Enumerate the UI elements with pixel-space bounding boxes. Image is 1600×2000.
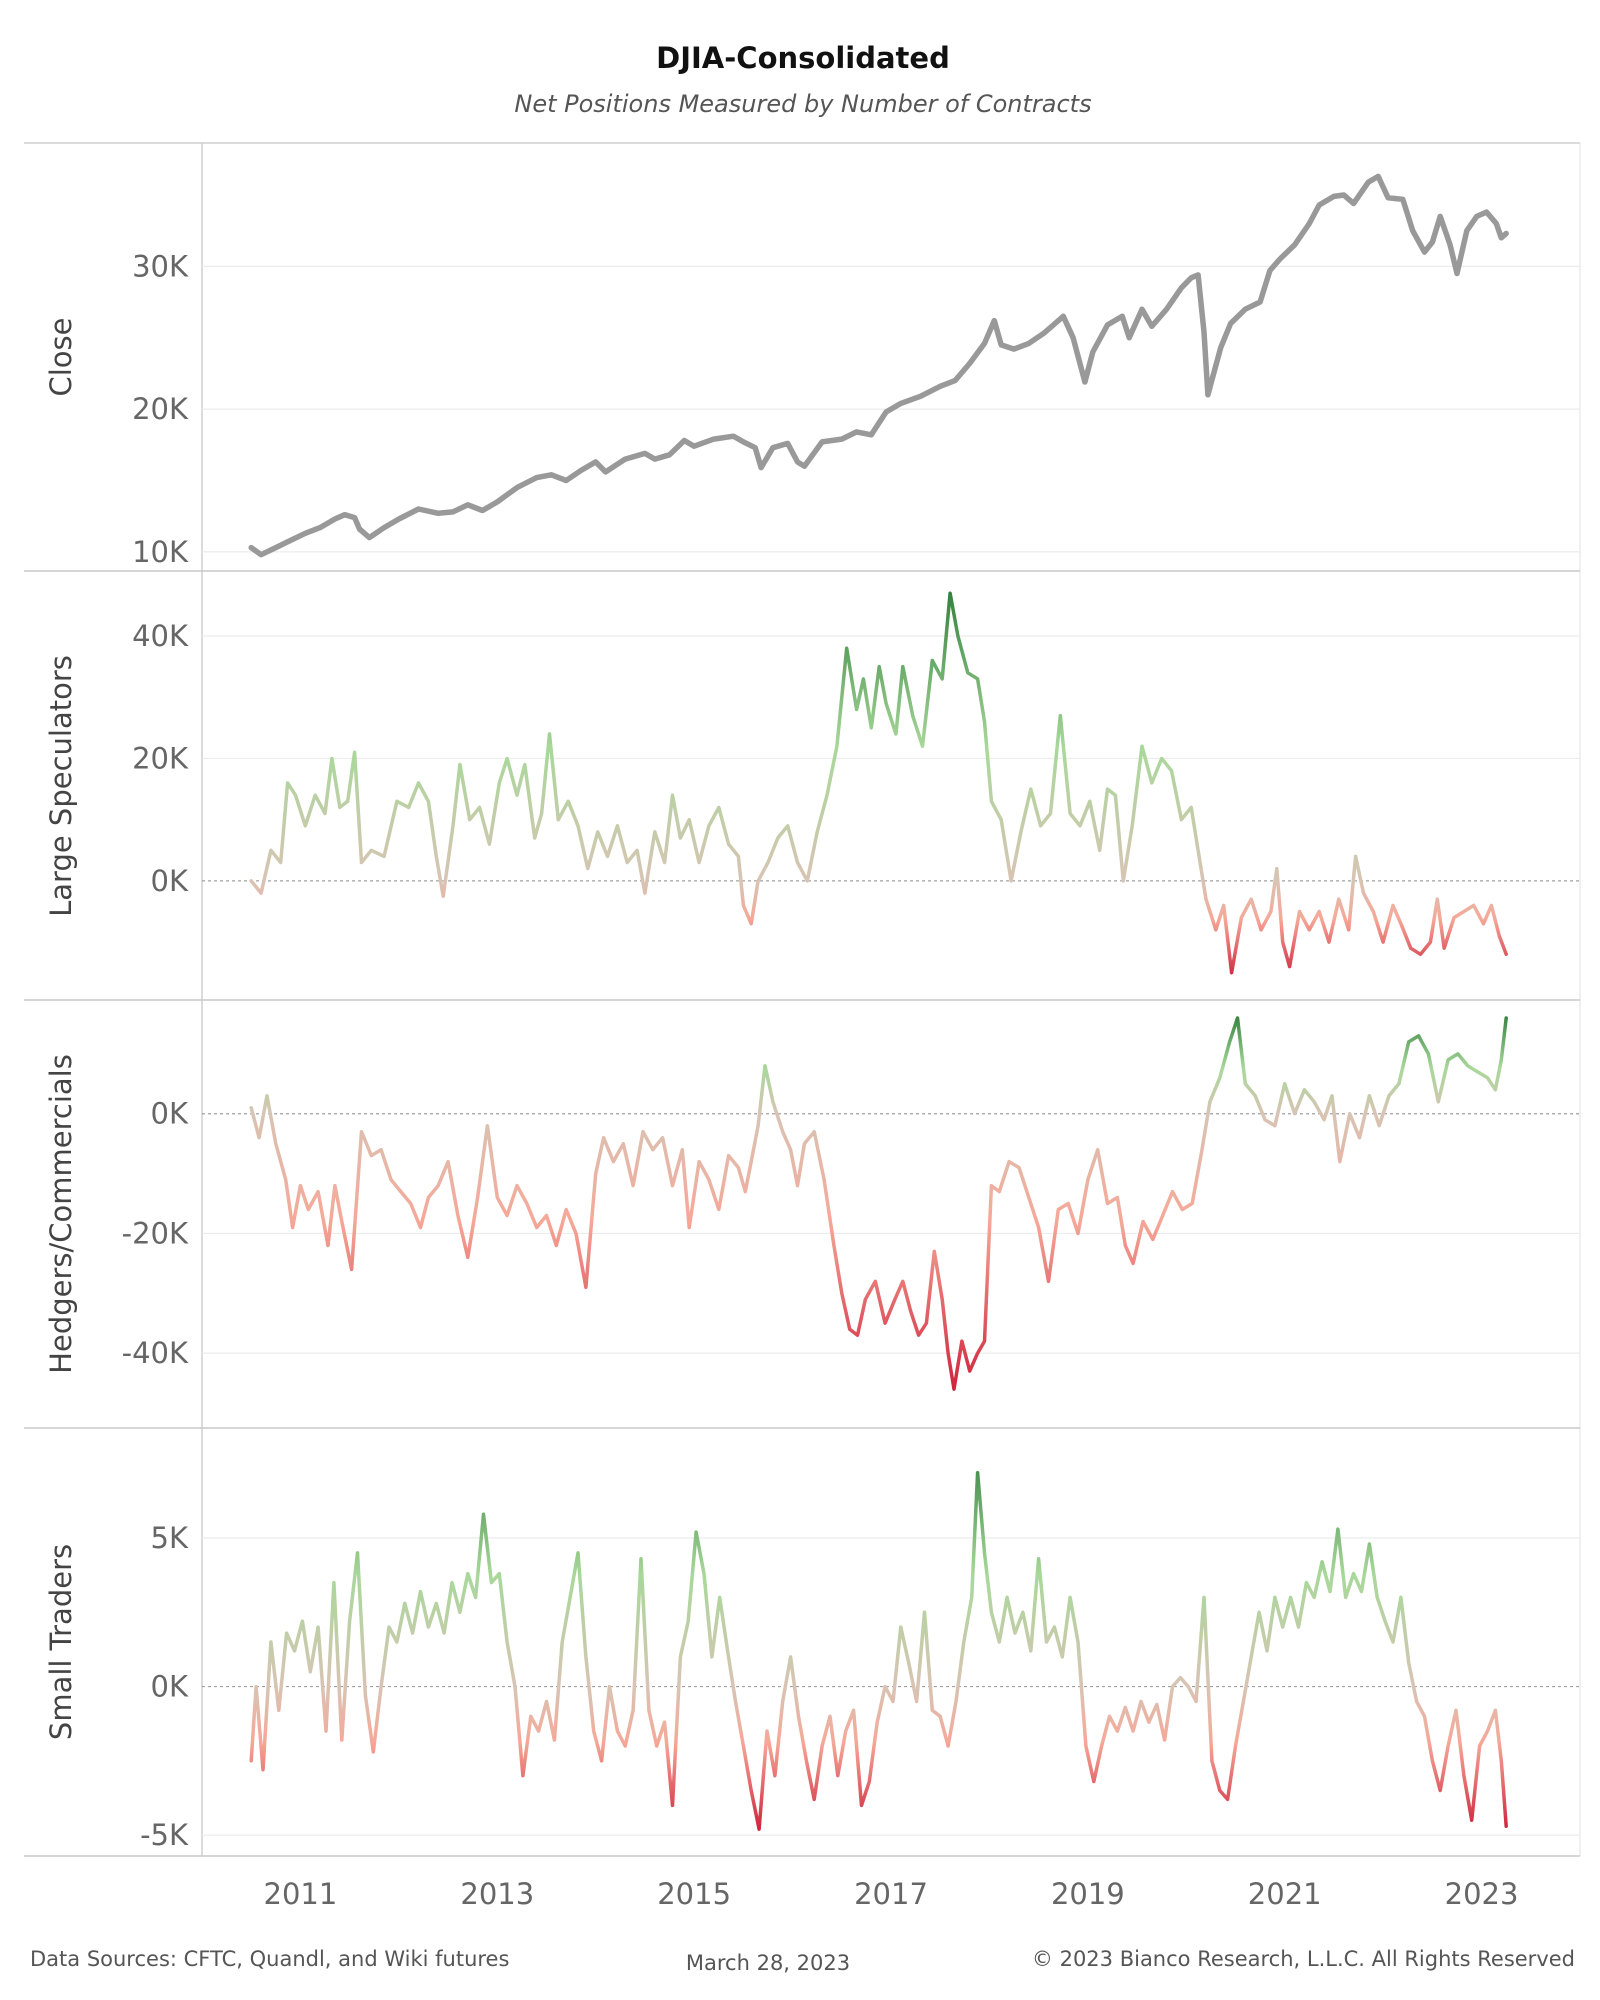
panels-group: 10K 20K 30K Close 0K 20K 40K Large Speculators -… xyxy=(24,142,1581,1857)
x-tick-label: 2011 xyxy=(264,1877,338,1911)
y-axis-label: Hedgers/Commercials xyxy=(44,1054,78,1374)
x-tick-label: 2017 xyxy=(854,1877,928,1911)
x-axis: 2011 2013 2015 2017 2019 2021 2023 xyxy=(264,1877,1519,1911)
panel-2: -40K -20K 0K Hedgers/Commercials xyxy=(24,1016,1580,1429)
y-tick-label: 20K xyxy=(132,392,189,426)
y-tick-label: 0K xyxy=(151,1670,189,1704)
y-axis-label: Small Traders xyxy=(44,1544,78,1740)
y-tick-label: -20K xyxy=(122,1216,189,1250)
series-line-large-speculators xyxy=(249,591,1508,975)
x-tick-label: 2021 xyxy=(1248,1877,1322,1911)
footer-sources: Data Sources: CFTC, Quandl, and Wiki fut… xyxy=(30,1947,509,1971)
y-tick-label: -5K xyxy=(140,1818,189,1852)
y-tick-label: 5K xyxy=(151,1521,189,1555)
x-tick-label: 2015 xyxy=(657,1877,731,1911)
y-axis-label: Close xyxy=(44,318,78,397)
series-line-small-traders xyxy=(249,1470,1508,1831)
y-axis-label: Large Speculators xyxy=(44,655,78,917)
panel-1: 0K 20K 40K Large Speculators xyxy=(24,591,1580,1001)
y-tick-label: 30K xyxy=(132,249,189,283)
chart-subtitle: Net Positions Measured by Number of Cont… xyxy=(514,90,1091,118)
x-tick-label: 2013 xyxy=(460,1877,534,1911)
y-tick-label: 0K xyxy=(151,1097,189,1131)
y-tick-label: 40K xyxy=(132,619,189,653)
y-tick-label: 10K xyxy=(132,535,189,569)
series-line-hedgers-commercials xyxy=(249,1016,1508,1391)
chart-title: DJIA-Consolidated xyxy=(656,41,950,75)
series-line-close xyxy=(248,173,1509,558)
footer-date: March 28, 2023 xyxy=(686,1951,850,1975)
y-tick-label: -40K xyxy=(122,1336,189,1370)
panel-0: 10K 20K 30K Close xyxy=(24,173,1580,572)
y-tick-label: 0K xyxy=(151,864,189,898)
panel-3: -5K 0K 5K Small Traders xyxy=(24,1470,1580,1857)
footer-copyright: © 2023 Bianco Research, L.L.C. All Right… xyxy=(1032,1947,1575,1971)
x-tick-label: 2023 xyxy=(1445,1877,1519,1911)
x-tick-label: 2019 xyxy=(1051,1877,1125,1911)
y-tick-label: 20K xyxy=(132,741,189,775)
